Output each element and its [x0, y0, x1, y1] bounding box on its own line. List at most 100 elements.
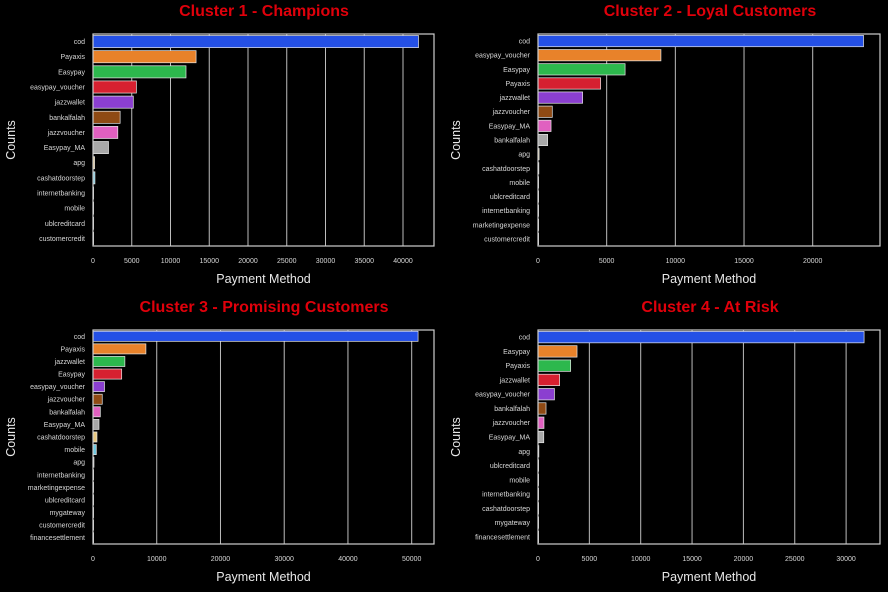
y-tick-label: bankalfalah: [49, 409, 85, 416]
y-tick-label: apg: [73, 460, 85, 467]
y-tick-label: bankalfalah: [494, 138, 530, 145]
y-tick-label: apg: [518, 152, 530, 159]
y-tick-label: apg: [518, 449, 530, 456]
bar-jazzvoucher: [537, 105, 553, 118]
y-tick-label: internetbanking: [482, 208, 530, 215]
bar-easypay: [92, 65, 187, 79]
y-tick-label: mygateway: [495, 520, 531, 527]
y-tick-label: ublcreditcard: [45, 221, 85, 228]
x-tick-label: 0: [536, 556, 540, 563]
bar-easypay_voucher: [92, 381, 105, 393]
chart-title: Cluster 2 - Loyal Customers: [604, 3, 817, 20]
chart-title: Cluster 1 - Champions: [179, 3, 349, 20]
bar-easypay: [537, 63, 626, 76]
x-tick-label: 40000: [393, 258, 413, 265]
y-tick-label: cashatdoorstep: [37, 175, 85, 182]
y-tick-label: cod: [519, 335, 530, 342]
y-tick-label: internetbanking: [37, 472, 85, 479]
y-tick-label: easypay_voucher: [475, 53, 531, 60]
x-tick-label: 0: [536, 258, 540, 265]
y-tick-label: mobile: [64, 206, 85, 213]
y-tick-label: mobile: [64, 447, 85, 454]
y-tick-label: bankalfalah: [494, 406, 530, 413]
y-tick-label: cod: [519, 39, 530, 46]
y-tick-label: apg: [73, 160, 85, 167]
y-tick-label: Easypay: [503, 67, 530, 74]
bar-cod: [92, 35, 419, 48]
x-tick-label: 30000: [274, 556, 294, 563]
bar-easypay_ma: [92, 141, 109, 154]
y-tick-label: marketingexpense: [473, 222, 530, 229]
plot-frame: [537, 33, 881, 247]
x-tick-label: 35000: [355, 258, 375, 265]
bar-payaxis: [537, 77, 601, 90]
y-tick-label: cod: [74, 334, 85, 341]
bar-bankalfalah: [92, 406, 101, 418]
x-tick-label: 15000: [734, 258, 754, 265]
y-tick-label: customercredit: [39, 236, 85, 243]
y-tick-label: jazzvoucher: [47, 397, 86, 404]
x-tick-label: 5000: [599, 258, 615, 265]
bar-easypay_voucher: [92, 80, 137, 94]
y-tick-label: mygateway: [50, 510, 86, 517]
y-tick-label: customercredit: [484, 236, 530, 243]
y-tick-label: ublcreditcard: [490, 194, 530, 201]
y-tick-label: marketingexpense: [28, 485, 85, 492]
bar-jazzvoucher: [537, 416, 545, 429]
y-tick-label: jazzwallet: [499, 95, 530, 102]
bar-jazzwallet: [92, 356, 126, 367]
chart-title: Cluster 4 - At Risk: [641, 299, 778, 316]
x-tick-label: 20000: [238, 258, 258, 265]
bar-easypay_ma: [92, 419, 100, 430]
bar-easypay_voucher: [537, 388, 555, 401]
y-tick-label: jazzwallet: [54, 359, 85, 366]
x-tick-label: 30000: [316, 258, 336, 265]
bar-cod: [537, 331, 865, 344]
y-tick-label: bankalfalah: [49, 115, 85, 122]
bar-bankalfalah: [537, 402, 547, 415]
bar-jazzwallet: [537, 373, 560, 386]
y-tick-label: jazzwallet: [54, 100, 85, 107]
x-tick-label: 0: [91, 556, 95, 563]
y-axis-label: Counts: [449, 417, 463, 457]
bar-easypay: [92, 368, 123, 380]
x-axis-label: Payment Method: [216, 272, 311, 286]
x-tick-label: 50000: [402, 556, 422, 563]
y-tick-label: jazzwallet: [499, 377, 530, 384]
y-tick-label: Easypay: [58, 69, 85, 76]
x-tick-label: 20000: [211, 556, 231, 563]
y-tick-label: Easypay: [58, 372, 85, 379]
y-tick-label: financesettlement: [30, 535, 85, 542]
bar-easypay_voucher: [537, 49, 662, 62]
y-tick-label: mobile: [509, 180, 530, 187]
y-tick-label: mobile: [509, 477, 530, 484]
bar-bankalfalah: [537, 133, 548, 147]
y-tick-label: easypay_voucher: [475, 392, 531, 399]
x-tick-label: 15000: [200, 258, 220, 265]
y-axis-label: Counts: [449, 120, 463, 160]
bar-jazzvoucher: [92, 393, 103, 405]
bar-easypay_ma: [537, 430, 545, 444]
bar-jazzwallet: [92, 95, 134, 109]
y-tick-label: Payaxis: [505, 81, 530, 88]
y-tick-label: cashatdoorstep: [482, 166, 530, 173]
x-tick-label: 25000: [785, 556, 805, 563]
bar-payaxis: [92, 50, 197, 64]
x-tick-label: 30000: [836, 556, 856, 563]
x-tick-label: 5000: [124, 258, 140, 265]
bar-jazzvoucher: [92, 126, 119, 139]
y-axis-label: Counts: [4, 120, 18, 160]
x-tick-label: 25000: [277, 258, 297, 265]
x-tick-label: 40000: [338, 556, 358, 563]
y-tick-label: financesettlement: [475, 534, 530, 541]
bar-bankalfalah: [92, 110, 121, 124]
y-tick-label: Easypay: [503, 349, 530, 356]
y-tick-label: Payaxis: [60, 346, 85, 353]
y-tick-label: jazzvoucher: [492, 109, 531, 116]
bar-easypay: [537, 345, 578, 358]
bar-cod: [92, 330, 419, 342]
y-tick-label: cod: [74, 39, 85, 46]
x-tick-label: 20000: [803, 258, 823, 265]
